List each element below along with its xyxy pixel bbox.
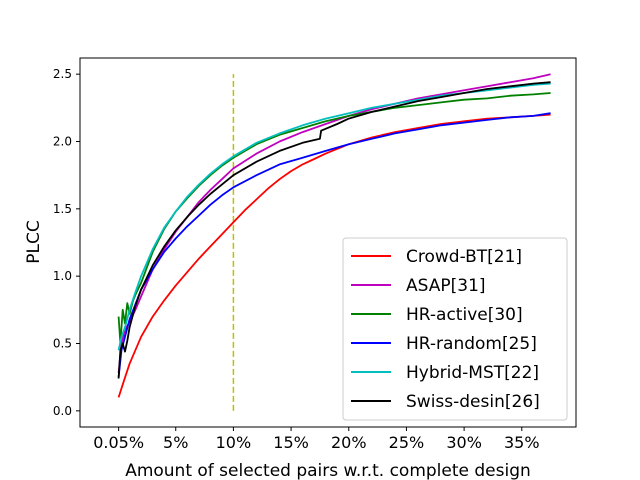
legend: Crowd-BT[21] ASAP[31] HR-active[30] HR-rand… (342, 237, 568, 421)
x-tick-label: 20% (331, 433, 367, 452)
series-line-1 (117, 73, 551, 374)
x-tick-label: 25% (389, 433, 425, 452)
y-tick-label: 0.5 (53, 337, 72, 351)
x-tick-label: 35% (504, 433, 540, 452)
y-tick-label: 1.5 (53, 202, 72, 216)
y-axis: 0.0 0.5 1.0 1.5 2.0 2.5 (53, 67, 80, 418)
legend-entry-label: HR-random[25] (406, 334, 537, 354)
plot-lines (117, 73, 551, 411)
x-tick-label: 5% (163, 433, 188, 452)
legend-box (342, 237, 568, 421)
legend-entry-label: ASAP[31] (406, 276, 486, 296)
series-line-2 (117, 92, 551, 345)
x-tick-label: 0.05% (93, 433, 144, 452)
x-tick-label: 15% (273, 433, 309, 452)
x-axis: 0.05% 5% 10% 15% 20% 25% 30% 35% (93, 427, 540, 452)
legend-entry-label: Swiss-desin[26] (406, 392, 540, 412)
y-axis-label: PLCC (24, 220, 44, 263)
x-tick-label: 10% (216, 433, 252, 452)
series-line-0 (117, 113, 551, 398)
plot-frame (79, 57, 577, 428)
series-line-5 (117, 81, 551, 379)
x-tick-label: 30% (446, 433, 482, 452)
y-tick-label: 1.0 (53, 269, 72, 283)
x-axis-label: Amount of selected pairs w.r.t. complete… (125, 461, 531, 480)
y-tick-label: 2.5 (53, 67, 72, 81)
y-tick-label: 0.0 (53, 404, 72, 418)
y-tick-label: 2.0 (53, 134, 72, 148)
legend-entry-label: Crowd-BT[21] (406, 247, 522, 267)
legend-entry-label: HR-active[30] (406, 305, 523, 325)
legend-entry-label: Hybrid-MST[22] (406, 363, 539, 383)
